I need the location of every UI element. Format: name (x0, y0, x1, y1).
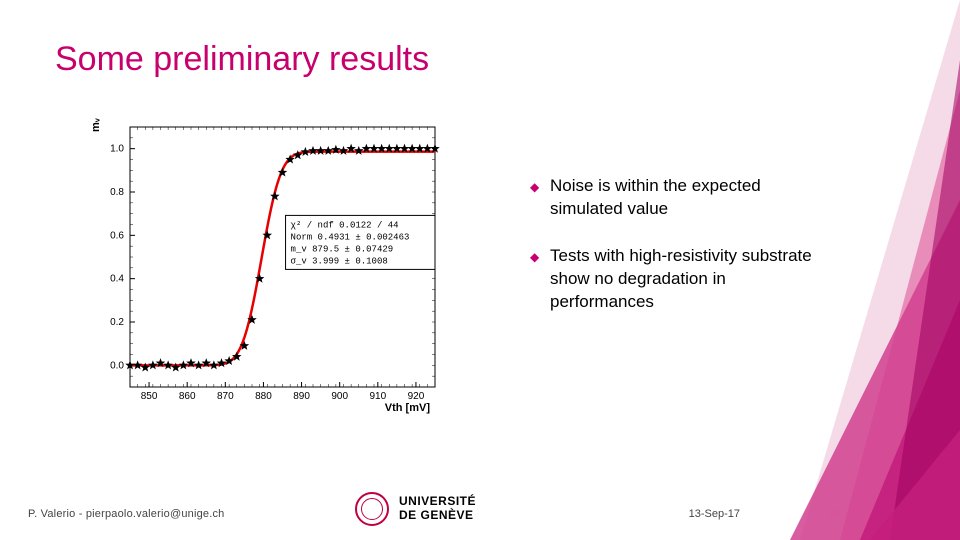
svg-text:Vth [mV]: Vth [mV] (385, 402, 431, 414)
bullet-list: ◆ Noise is within the expected simulated… (530, 175, 820, 338)
svg-text:880: 880 (255, 391, 272, 402)
svg-text:910: 910 (369, 391, 386, 402)
svg-text:0.8: 0.8 (110, 187, 124, 198)
svg-text:σ_v 3.999 ± 0.1008: σ_v 3.999 ± 0.1008 (291, 256, 388, 266)
svg-text:m_v 879.5 ± 0.07429: m_v 879.5 ± 0.07429 (291, 244, 394, 254)
svg-text:0.6: 0.6 (110, 230, 124, 241)
svg-text:890: 890 (293, 391, 310, 402)
svg-text:Norm 0.4931 ± 0.002463: Norm 0.4931 ± 0.002463 (291, 232, 410, 242)
footer-date: 13-Sep-17 (689, 508, 740, 520)
title-text: Some preliminary results (55, 40, 429, 78)
diamond-icon: ◆ (530, 175, 550, 221)
diamond-icon: ◆ (530, 245, 550, 314)
svg-text:870: 870 (217, 391, 234, 402)
slide-title: Some preliminary results (55, 40, 429, 79)
footer-author: P. Valerio - pierpaolo.valerio@unige.ch (28, 508, 225, 520)
svg-text:0.0: 0.0 (110, 360, 124, 371)
chart-container: 850 860 870 880 890 900 910 920 0.0 0.2 0.4 0.6 0.8 1… (85, 115, 450, 415)
svg-text:920: 920 (408, 391, 425, 402)
svg-text:0.2: 0.2 (110, 317, 124, 328)
svg-text:860: 860 (179, 391, 196, 402)
logo-line2: DE GENÈVE (399, 509, 476, 523)
chart-svg: 850 860 870 880 890 900 910 920 0.0 0.2 0.4 0.6 0.8 1… (85, 115, 450, 415)
bullet-text: Tests with high-resistivity substrate sh… (550, 245, 820, 314)
bullet-text: Noise is within the expected simulated v… (550, 175, 820, 221)
list-item: ◆ Noise is within the expected simulated… (530, 175, 820, 221)
svg-text:mᵥ [mV]: mᵥ [mV] (90, 115, 102, 132)
svg-text:0.4: 0.4 (110, 274, 124, 285)
svg-text:900: 900 (331, 391, 348, 402)
svg-text:850: 850 (141, 391, 158, 402)
logo-text: UNIVERSITÉ DE GENÈVE (399, 495, 476, 523)
university-seal-icon (355, 492, 389, 526)
footer-logo: UNIVERSITÉ DE GENÈVE (355, 492, 476, 526)
svg-text:χ² / ndf 0.0122 / 44: χ² / ndf 0.0122 / 44 (291, 220, 399, 230)
logo-line1: UNIVERSITÉ (399, 495, 476, 509)
list-item: ◆ Tests with high-resistivity substrate … (530, 245, 820, 314)
svg-text:1.0: 1.0 (110, 144, 124, 155)
footer-page: 26 (828, 508, 840, 520)
